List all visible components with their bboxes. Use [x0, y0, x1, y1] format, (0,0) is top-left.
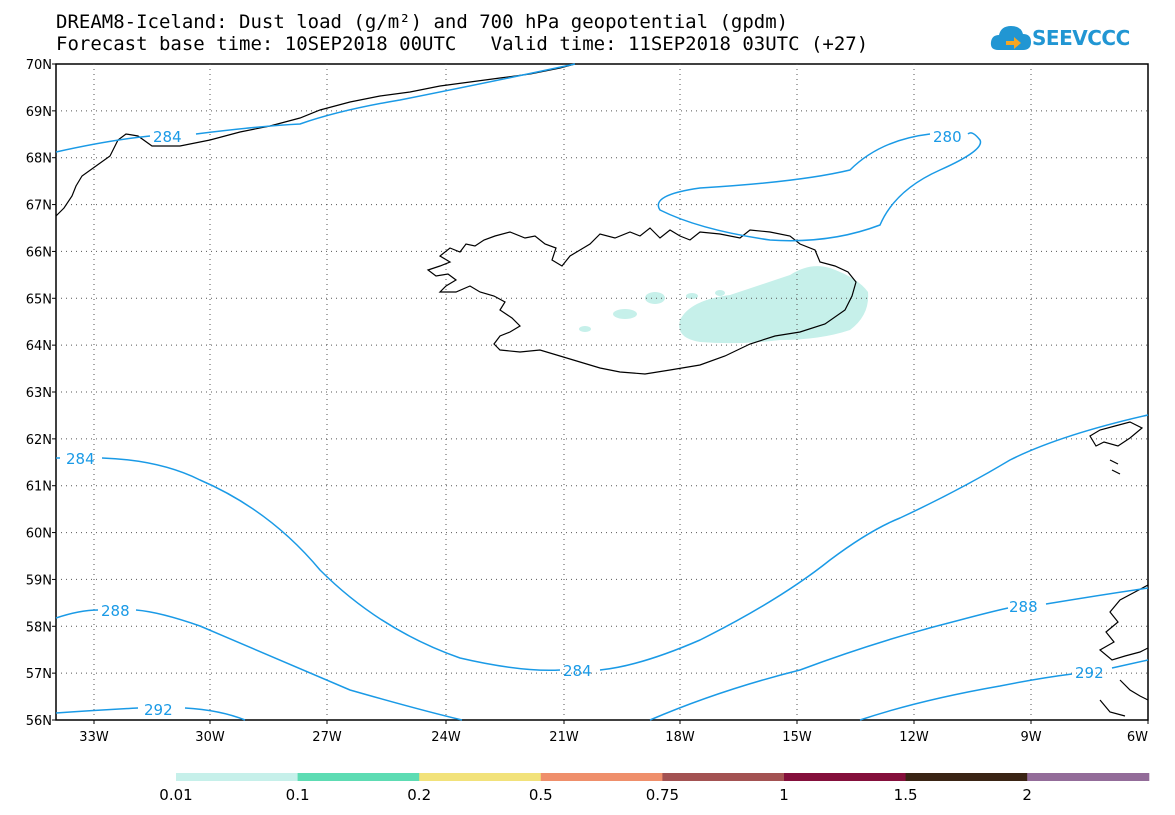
contour-292-west [55, 707, 246, 721]
colorbar-label: 0.5 [529, 786, 553, 804]
scotland-coastline [1098, 584, 1149, 661]
longitude-label: 27W [312, 730, 342, 745]
contour-label: 284 [66, 450, 95, 468]
map-subtitle: Forecast base time: 10SEP2018 00UTC Vali… [56, 33, 869, 55]
latitude-label: 64N [26, 339, 52, 354]
greenland-coastline [55, 63, 576, 217]
colorbar-swatch [297, 773, 420, 781]
longitude-label: 15W [782, 730, 812, 745]
latitude-label: 59N [26, 573, 52, 588]
colorbar-label: 0.75 [646, 786, 679, 804]
cloud-logo-icon [990, 26, 1031, 50]
latitude-label: 58N [26, 620, 52, 635]
faroe-coastline [1089, 421, 1144, 447]
contour-label: 288 [101, 602, 130, 620]
latitude-label: 69N [26, 105, 52, 120]
contour-label: 292 [1075, 664, 1104, 682]
latitude-label: 65N [26, 292, 52, 307]
longitude-label: 24W [431, 730, 461, 745]
latitude-label: 57N [26, 667, 52, 682]
geopotential-contours [55, 63, 1149, 721]
colorbar-label: 0.01 [159, 786, 192, 804]
latitude-label: 70N [26, 58, 52, 73]
logo-text: SEEVCCC [1032, 26, 1130, 50]
colorbar-label: 1.5 [894, 786, 918, 804]
latitude-label: 63N [26, 386, 52, 401]
contour-288-east [649, 587, 1149, 721]
colorbar-label: 0.1 [286, 786, 310, 804]
longitude-label: 6W [1127, 730, 1148, 745]
contour-284-north [55, 63, 576, 153]
latitude-label: 56N [26, 714, 52, 729]
contour-280 [657, 132, 982, 242]
contour-292-east [859, 659, 1149, 721]
contour-label: 288 [1009, 598, 1038, 616]
contour-284-south [56, 414, 1149, 671]
colorbar-label: 2 [1022, 786, 1032, 804]
colorbar-label: 1 [779, 786, 789, 804]
colorbar-label: 0.2 [407, 786, 431, 804]
contour-label: 292 [144, 701, 173, 719]
colorbar: 0.01 0.1 0.2 0.5 0.75 1 1.5 2 [159, 773, 1150, 804]
colorbar-swatch [540, 773, 663, 781]
map-title: DREAM8-Iceland: Dust load (g/m²) and 700… [56, 11, 789, 33]
latitude-label: 66N [26, 245, 52, 260]
colorbar-swatch [905, 773, 1028, 781]
contour-labels: 284 280 284 288 284 288 292 292 [66, 128, 1104, 719]
contour-288-west [55, 609, 463, 721]
colorbar-swatch [662, 773, 785, 781]
colorbar-swatch [784, 773, 907, 781]
latitude-label: 61N [26, 480, 52, 495]
longitude-label: 18W [665, 730, 695, 745]
colorbar-swatch [176, 773, 299, 781]
latitude-label: 62N [26, 433, 52, 448]
longitude-label: 9W [1020, 730, 1041, 745]
latitude-labels: 70N 69N 68N 67N 66N 65N 64N 63N 62N 61N 60N 59N 58N 5… [26, 58, 56, 729]
coastlines [55, 63, 1149, 717]
longitude-label: 12W [899, 730, 929, 745]
graticule [56, 64, 1148, 720]
contour-label: 284 [563, 662, 592, 680]
latitude-label: 60N [26, 527, 52, 542]
contour-label: 280 [933, 128, 962, 146]
colorbar-swatch [419, 773, 542, 781]
contour-label: 284 [153, 128, 182, 146]
longitude-label: 21W [549, 730, 579, 745]
colorbar-swatch [1027, 773, 1150, 781]
latitude-label: 67N [26, 199, 52, 214]
longitude-label: 33W [79, 730, 109, 745]
dust-load-shading [579, 266, 869, 344]
longitude-labels: 33W 30W 27W 24W 21W 18W 15W 12W 9W 6W [79, 720, 1149, 745]
longitude-label: 30W [195, 730, 225, 745]
latitude-label: 68N [26, 152, 52, 167]
seevccc-logo: SEEVCCC [990, 22, 1130, 58]
iceland-coastline [426, 227, 857, 375]
